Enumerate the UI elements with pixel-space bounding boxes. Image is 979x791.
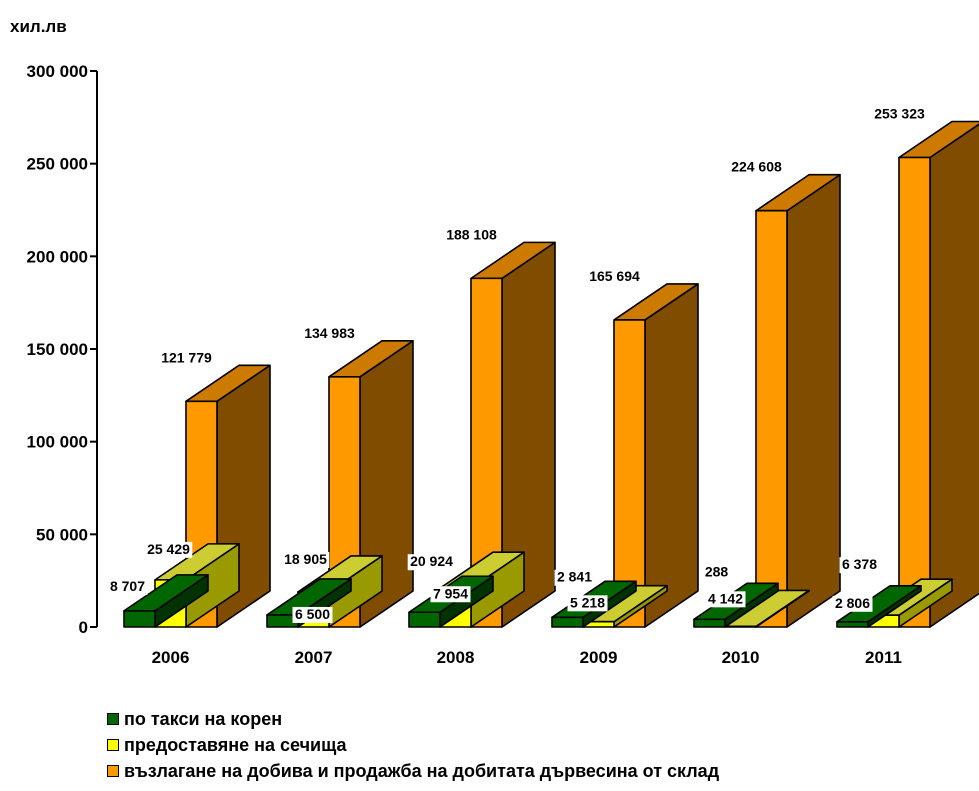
bar-front-face bbox=[693, 618, 726, 628]
data-label-bg bbox=[839, 557, 880, 574]
legend-item-series-2: предоставяне на сечища bbox=[107, 732, 719, 758]
x-tick-label: 2008 bbox=[437, 648, 475, 667]
legend: по такси на корен предоставяне на сечища… bbox=[107, 706, 719, 784]
legend-item-series-3: възлагане на добива и продажба на добита… bbox=[107, 758, 719, 784]
y-axis: 0 50 000 100 000 150 000 200 000 250 000 300 0… bbox=[27, 62, 98, 637]
data-label-bg bbox=[832, 595, 873, 612]
bar-2010-series-2 bbox=[724, 589, 810, 628]
data-label-series-2: 18 905 bbox=[284, 551, 327, 567]
bar-side-face bbox=[644, 283, 699, 628]
legend-swatch-yellow bbox=[107, 739, 119, 751]
bar-front-face bbox=[551, 616, 584, 628]
y-tick-label: 200 000 bbox=[27, 247, 88, 266]
x-tick-label: 2007 bbox=[295, 648, 333, 667]
data-label-bg bbox=[144, 541, 193, 558]
data-label-bg bbox=[871, 106, 928, 123]
y-axis-label: хил.лв bbox=[10, 17, 67, 36]
y-tick-label: 250 000 bbox=[27, 155, 88, 174]
data-label-series-1: 7 954 bbox=[433, 585, 468, 601]
bar-front-face bbox=[123, 610, 156, 628]
data-label-series-1: 2 806 bbox=[835, 595, 870, 611]
legend-label: възлагане на добива и продажба на добита… bbox=[124, 760, 720, 781]
data-label-series-2: 20 924 bbox=[410, 553, 453, 569]
data-label-series-3: 134 983 bbox=[304, 325, 355, 341]
data-label-bg bbox=[586, 268, 643, 285]
data-label-bg bbox=[704, 564, 729, 581]
y-tick-label: 100 000 bbox=[27, 433, 88, 452]
bar-2009-series-3 bbox=[613, 283, 699, 628]
bar-side-face bbox=[786, 173, 841, 628]
data-label-bg bbox=[407, 554, 456, 571]
data-label-bg bbox=[554, 569, 595, 586]
data-label-bg bbox=[107, 578, 148, 595]
bar-2010-series-3 bbox=[755, 173, 841, 628]
data-label-bg bbox=[705, 591, 746, 608]
data-labels: 8 707 25 429 121 779 6 500 18 905 134 983 7 95… bbox=[107, 106, 928, 623]
bar-front-face bbox=[724, 625, 757, 628]
legend-swatch-green bbox=[107, 713, 119, 725]
bars bbox=[123, 120, 979, 628]
y-tick-label: 150 000 bbox=[27, 340, 88, 359]
x-axis: 2006 2007 2008 2009 2010 2011 bbox=[152, 648, 902, 667]
data-label-series-1: 5 218 bbox=[570, 594, 605, 610]
data-label-bg bbox=[292, 606, 333, 623]
bar-front-face bbox=[613, 319, 646, 628]
data-label-series-3: 121 779 bbox=[161, 349, 212, 365]
data-label-bg bbox=[567, 595, 608, 612]
data-label-bg bbox=[158, 350, 215, 367]
data-label-series-1: 6 500 bbox=[295, 606, 330, 622]
data-label-series-1: 8 707 bbox=[110, 578, 145, 594]
bar-2006-series-1 bbox=[123, 574, 209, 628]
data-label-series-3: 224 608 bbox=[731, 159, 782, 175]
x-tick-label: 2011 bbox=[865, 648, 902, 667]
data-label-series-1: 4 142 bbox=[708, 590, 743, 606]
legend-label: по такси на корен bbox=[124, 708, 283, 729]
data-label-series-2: 25 429 bbox=[147, 541, 190, 557]
x-tick-label: 2006 bbox=[152, 648, 190, 667]
bar-front-face bbox=[898, 156, 931, 628]
data-label-series-3: 165 694 bbox=[589, 268, 640, 284]
bar-side-face bbox=[929, 123, 979, 628]
legend-item-series-1: по такси на корен bbox=[107, 706, 719, 732]
x-tick-label: 2009 bbox=[580, 648, 618, 667]
bar-2011-series-3 bbox=[898, 120, 979, 628]
bar-front-face bbox=[408, 611, 441, 628]
legend-swatch-orange bbox=[107, 765, 119, 777]
data-label-series-2: 6 378 bbox=[842, 556, 877, 572]
bar-front-face bbox=[836, 620, 869, 628]
bar-front-face bbox=[755, 209, 788, 628]
y-tick-label: 0 bbox=[79, 618, 88, 637]
legend-label: предоставяне на сечища bbox=[124, 734, 347, 755]
data-label-series-3: 253 323 bbox=[874, 106, 925, 122]
y-tick-label: 50 000 bbox=[36, 525, 88, 544]
y-tick-label: 300 000 bbox=[27, 62, 88, 81]
data-label-series-3: 188 108 bbox=[446, 226, 497, 242]
data-label-bg bbox=[430, 586, 471, 603]
data-label-series-2: 288 bbox=[705, 563, 729, 579]
data-label-bg bbox=[443, 227, 500, 244]
data-label-bg bbox=[728, 159, 785, 176]
data-label-bg bbox=[281, 551, 330, 568]
data-label-bg bbox=[301, 325, 358, 342]
data-label-series-2: 2 841 bbox=[557, 569, 592, 585]
x-tick-label: 2010 bbox=[722, 648, 760, 667]
